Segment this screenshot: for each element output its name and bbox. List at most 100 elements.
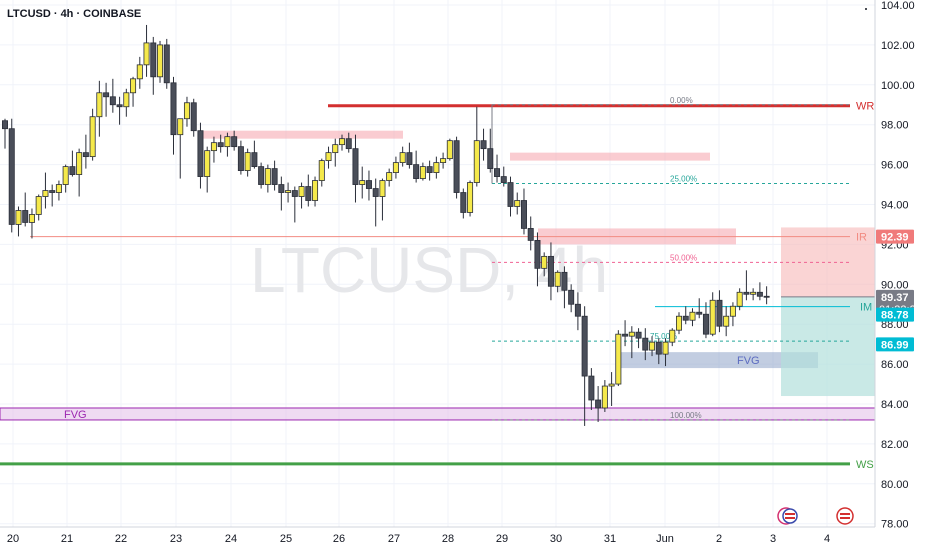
candle-body	[460, 192, 467, 213]
candle	[520, 188, 527, 235]
gridlines	[0, 0, 875, 527]
candle	[82, 134, 89, 169]
flag-event-icon[interactable]	[836, 507, 854, 525]
x-tick-label: 27	[388, 533, 400, 545]
candle-body	[210, 142, 217, 152]
candle-body	[467, 182, 474, 213]
candle	[392, 156, 399, 179]
candle-body	[109, 96, 116, 106]
price-badge	[876, 337, 914, 352]
candle	[689, 308, 696, 327]
candle	[244, 148, 251, 177]
candle-body	[595, 399, 602, 409]
candle	[359, 166, 366, 199]
candle-body	[35, 196, 42, 215]
candle	[507, 176, 514, 217]
candle	[453, 136, 460, 199]
candle-body	[682, 315, 689, 321]
candle-body	[76, 152, 83, 175]
candle-body	[217, 142, 224, 148]
candle	[467, 180, 474, 217]
candle	[109, 78, 116, 113]
price-badge	[876, 229, 914, 244]
candle-body	[729, 305, 736, 317]
zone-rect	[203, 130, 403, 139]
candle-body	[258, 166, 265, 185]
candle-body	[352, 148, 359, 185]
candle-body	[55, 184, 62, 193]
candle-body	[379, 180, 386, 197]
candle-body	[736, 291, 743, 307]
candle	[150, 36, 157, 95]
candle	[669, 328, 676, 347]
candle-body	[2, 120, 8, 130]
candle	[723, 306, 730, 337]
candle-body	[655, 341, 662, 355]
candle	[116, 96, 123, 125]
candle-body	[69, 166, 76, 175]
y-tick-label: 100.00	[881, 80, 915, 92]
candle	[183, 96, 190, 127]
candle	[285, 182, 292, 203]
candle-body	[716, 299, 723, 327]
candle	[237, 140, 244, 175]
candle	[649, 336, 656, 357]
candle-body	[440, 158, 447, 164]
y-tick-label: 82.00	[881, 439, 909, 451]
candle-body	[756, 291, 763, 297]
candle-body	[251, 152, 258, 167]
candle-body	[237, 146, 244, 171]
y-axis-bg	[875, 0, 932, 550]
candle-body	[150, 42, 157, 78]
fib-label: 0.00%	[670, 96, 693, 105]
candle	[271, 160, 278, 191]
candle	[62, 164, 69, 193]
y-tick-label: 98.00	[881, 120, 909, 132]
candle	[305, 174, 312, 207]
candle-body	[332, 144, 339, 154]
y-tick-label: 104.00	[881, 0, 915, 12]
economic-event-icon[interactable]	[777, 507, 798, 525]
candle	[541, 252, 548, 277]
candle	[433, 156, 440, 179]
candle-body	[480, 140, 487, 150]
candle-body	[628, 331, 635, 337]
candle	[574, 292, 581, 331]
candle-body	[527, 228, 534, 241]
menu-dot-icon[interactable]	[865, 8, 867, 10]
candle	[702, 302, 709, 339]
candle-body	[574, 303, 581, 317]
candle-body	[163, 44, 170, 84]
candle-body	[696, 311, 703, 315]
candle	[338, 134, 345, 151]
candle	[298, 182, 305, 209]
candle	[143, 24, 150, 77]
x-tick-label: 25	[280, 533, 292, 545]
zone-rect	[619, 352, 818, 369]
price-badge	[876, 307, 914, 322]
candle-body	[359, 180, 366, 185]
candle	[163, 38, 170, 89]
candle	[217, 134, 224, 153]
candle	[615, 330, 622, 387]
candle-body	[669, 329, 676, 343]
candle-body	[702, 313, 709, 335]
candle-body	[554, 271, 561, 287]
candle	[386, 168, 393, 187]
candle	[204, 146, 211, 193]
candle	[318, 158, 325, 187]
y-tick-label: 96.00	[881, 160, 909, 172]
candle-body	[635, 331, 642, 339]
candle-body	[62, 166, 69, 185]
candle	[22, 192, 29, 227]
candle-body	[763, 295, 770, 298]
candle-body	[709, 299, 716, 335]
candle	[345, 132, 352, 153]
candle	[473, 106, 480, 187]
candle	[35, 194, 42, 221]
price-badge-text: 92.39	[881, 232, 909, 244]
x-tick-label: 30	[550, 533, 562, 545]
candle-body	[305, 186, 312, 201]
candle-body	[406, 152, 413, 166]
